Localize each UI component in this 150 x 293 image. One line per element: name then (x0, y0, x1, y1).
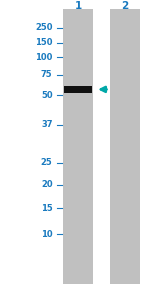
Text: 37: 37 (41, 120, 52, 129)
Text: 250: 250 (35, 23, 52, 32)
Text: 50: 50 (41, 91, 52, 100)
Bar (64, 86, 92, 93)
Text: 10: 10 (41, 230, 52, 239)
Text: 25: 25 (41, 158, 52, 167)
Text: 20: 20 (41, 180, 52, 189)
Bar (110, 9, 140, 284)
Text: 75: 75 (41, 70, 52, 79)
Bar (63, 9, 93, 284)
Text: 2: 2 (121, 1, 128, 11)
Text: 150: 150 (35, 38, 52, 47)
Text: 15: 15 (41, 204, 52, 212)
Text: 100: 100 (35, 53, 52, 62)
Text: 1: 1 (74, 1, 82, 11)
